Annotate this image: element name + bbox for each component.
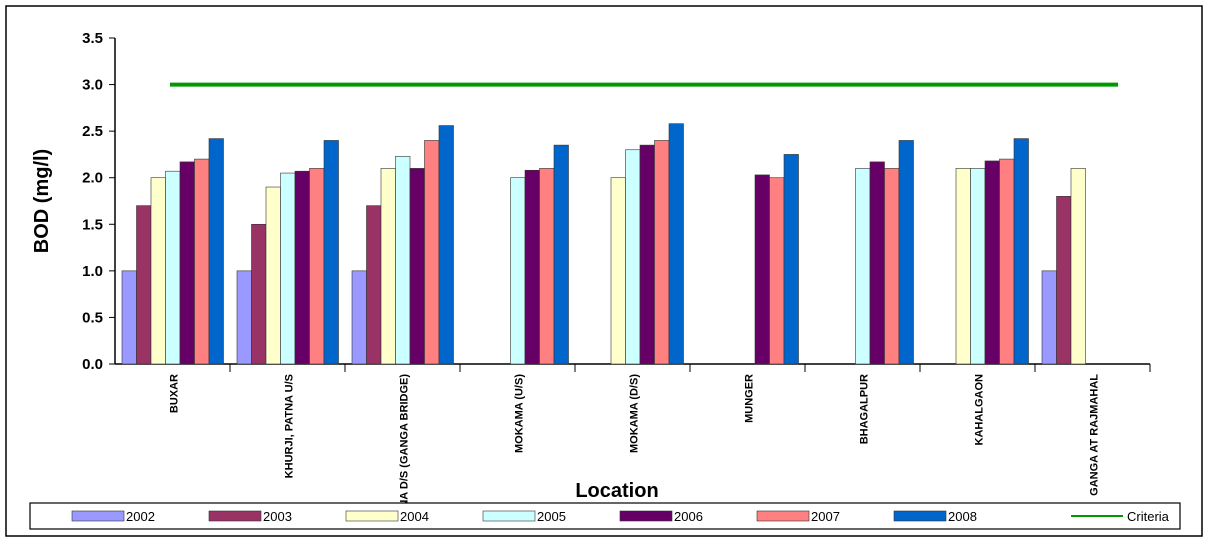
bar-2005-mokama-d-s xyxy=(625,149,641,365)
bar-2008-bhagalpur xyxy=(898,140,914,365)
y-tick-label: 0.5 xyxy=(82,309,103,326)
legend-swatch-2007 xyxy=(756,510,810,522)
bar-2007-buxar xyxy=(194,158,210,365)
legend-label-2008: 2008 xyxy=(948,509,977,524)
bar-2007-munger xyxy=(769,177,785,365)
legend-label-2006: 2006 xyxy=(674,509,703,524)
bar-2003-khurji-patna-u-s xyxy=(251,223,267,365)
x-tick-label-khurji-patna-u-s: KHURJI, PATNA U/S xyxy=(284,374,296,478)
x-tick-label-patna-d-s-ganga-bridge: PATNA D/S (GANGA BRIDGE) xyxy=(399,374,411,528)
y-tick-label: 3.5 xyxy=(82,30,103,47)
bar-2006-khurji-patna-u-s xyxy=(294,170,310,365)
x-tick-label-munger: MUNGER xyxy=(744,374,756,423)
bar-2008-buxar xyxy=(208,138,224,365)
bar-2008-kahalgaon xyxy=(1013,138,1029,365)
y-axis-title: BOD (mg/l) xyxy=(31,149,53,253)
legend-box xyxy=(29,502,1181,530)
bar-2003-ganga-at-rajmahal xyxy=(1056,196,1072,365)
y-tick-label: 1.5 xyxy=(82,216,103,233)
bar-2007-kahalgaon xyxy=(999,158,1015,365)
bar-2008-patna-d-s-ganga-bridge xyxy=(438,125,454,365)
bar-2005-khurji-patna-u-s xyxy=(280,172,296,365)
legend-swatch-2006 xyxy=(619,510,673,522)
legend-label-criteria: Criteria xyxy=(1127,509,1170,524)
legend-swatch-2004 xyxy=(345,510,399,522)
bar-2002-patna-d-s-ganga-bridge xyxy=(351,270,367,365)
bar-2004-patna-d-s-ganga-bridge xyxy=(380,168,396,365)
y-tick-label: 3.0 xyxy=(82,77,103,94)
bar-2005-mokama-u-s xyxy=(510,177,526,365)
bar-2006-buxar xyxy=(179,161,195,365)
bar-2002-buxar xyxy=(121,270,137,365)
bar-2008-mokama-d-s xyxy=(668,123,684,365)
y-tick-label: 0.0 xyxy=(82,356,103,373)
x-axis-title: Location xyxy=(575,480,658,502)
bar-2005-buxar xyxy=(165,170,181,365)
bar-2006-munger xyxy=(754,174,770,365)
legend-swatch-2005 xyxy=(482,510,536,522)
bar-2008-munger xyxy=(783,154,799,365)
bar-2004-mokama-d-s xyxy=(610,177,626,365)
bar-2003-buxar xyxy=(136,205,152,365)
bar-2004-ganga-at-rajmahal xyxy=(1070,168,1086,365)
bar-2002-ganga-at-rajmahal xyxy=(1041,270,1057,365)
x-tick-label-ganga-at-rajmahal: GANGA AT RAJMAHAL xyxy=(1089,374,1101,496)
bar-2006-bhagalpur xyxy=(869,161,885,365)
bar-2002-khurji-patna-u-s xyxy=(236,270,252,365)
bar-2003-patna-d-s-ganga-bridge xyxy=(366,205,382,365)
legend-label-2002: 2002 xyxy=(126,509,155,524)
bar-2004-kahalgaon xyxy=(955,168,971,365)
legend-label-2003: 2003 xyxy=(263,509,292,524)
bar-2006-kahalgaon xyxy=(984,160,1000,365)
x-tick-label-bhagalpur: BHAGALPUR xyxy=(859,374,871,444)
bar-2005-kahalgaon xyxy=(970,168,986,365)
legend-label-2007: 2007 xyxy=(811,509,840,524)
bar-2007-bhagalpur xyxy=(884,168,900,365)
bar-2008-khurji-patna-u-s xyxy=(323,140,339,365)
bar-2007-mokama-d-s xyxy=(654,140,670,365)
y-tick-label: 1.0 xyxy=(82,263,103,280)
x-tick-label-mokama-u-s: MOKAMA (U/S) xyxy=(514,374,526,453)
legend-swatch-2002 xyxy=(71,510,125,522)
bar-2007-mokama-u-s xyxy=(539,168,555,365)
bar-2007-khurji-patna-u-s xyxy=(309,168,325,365)
x-tick-label-buxar: BUXAR xyxy=(169,374,181,413)
bar-2008-mokama-u-s xyxy=(553,144,569,365)
bar-2004-khurji-patna-u-s xyxy=(265,186,281,365)
bar-2005-patna-d-s-ganga-bridge xyxy=(395,155,411,365)
bar-2004-buxar xyxy=(150,177,166,365)
legend-swatch-2008 xyxy=(893,510,947,522)
bar-2007-patna-d-s-ganga-bridge xyxy=(424,140,440,365)
bar-2006-patna-d-s-ganga-bridge xyxy=(409,168,425,365)
bar-2006-mokama-d-s xyxy=(639,144,655,365)
x-tick-label-mokama-d-s: MOKAMA (D/S) xyxy=(629,374,641,453)
y-tick-label: 2.5 xyxy=(82,123,103,140)
y-tick-label: 2.0 xyxy=(82,170,103,187)
legend-label-2004: 2004 xyxy=(400,509,429,524)
bar-2006-mokama-u-s xyxy=(524,169,540,365)
legend-swatch-2003 xyxy=(208,510,262,522)
legend-label-2005: 2005 xyxy=(537,509,566,524)
bar-2005-bhagalpur xyxy=(855,168,871,365)
x-tick-label-kahalgaon: KAHALGAON xyxy=(974,374,986,446)
